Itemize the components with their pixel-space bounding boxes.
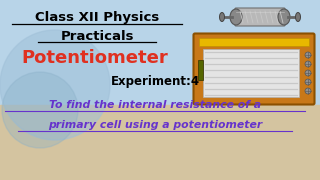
Text: primary cell using a potentiometer: primary cell using a potentiometer	[48, 120, 262, 130]
Ellipse shape	[278, 9, 290, 25]
Text: To find the internal resistance of a: To find the internal resistance of a	[49, 100, 261, 110]
Text: Practicals: Practicals	[60, 30, 134, 42]
Circle shape	[305, 52, 311, 58]
Bar	[203, 49, 299, 97]
Text: Class XII Physics: Class XII Physics	[35, 12, 159, 24]
Ellipse shape	[295, 12, 300, 21]
Circle shape	[0, 30, 110, 140]
Circle shape	[305, 79, 311, 85]
Bar	[0, 0, 320, 105]
Circle shape	[305, 70, 311, 76]
Circle shape	[2, 72, 78, 148]
FancyBboxPatch shape	[194, 33, 315, 105]
Ellipse shape	[220, 12, 225, 21]
Bar	[198, 60, 203, 80]
FancyBboxPatch shape	[235, 8, 285, 26]
Circle shape	[305, 88, 311, 94]
Text: Potentiometer: Potentiometer	[22, 49, 168, 67]
Ellipse shape	[230, 9, 242, 25]
Bar	[199, 38, 309, 46]
Bar	[0, 105, 320, 180]
Text: Experiment:4: Experiment:4	[110, 75, 200, 89]
Circle shape	[305, 61, 311, 67]
